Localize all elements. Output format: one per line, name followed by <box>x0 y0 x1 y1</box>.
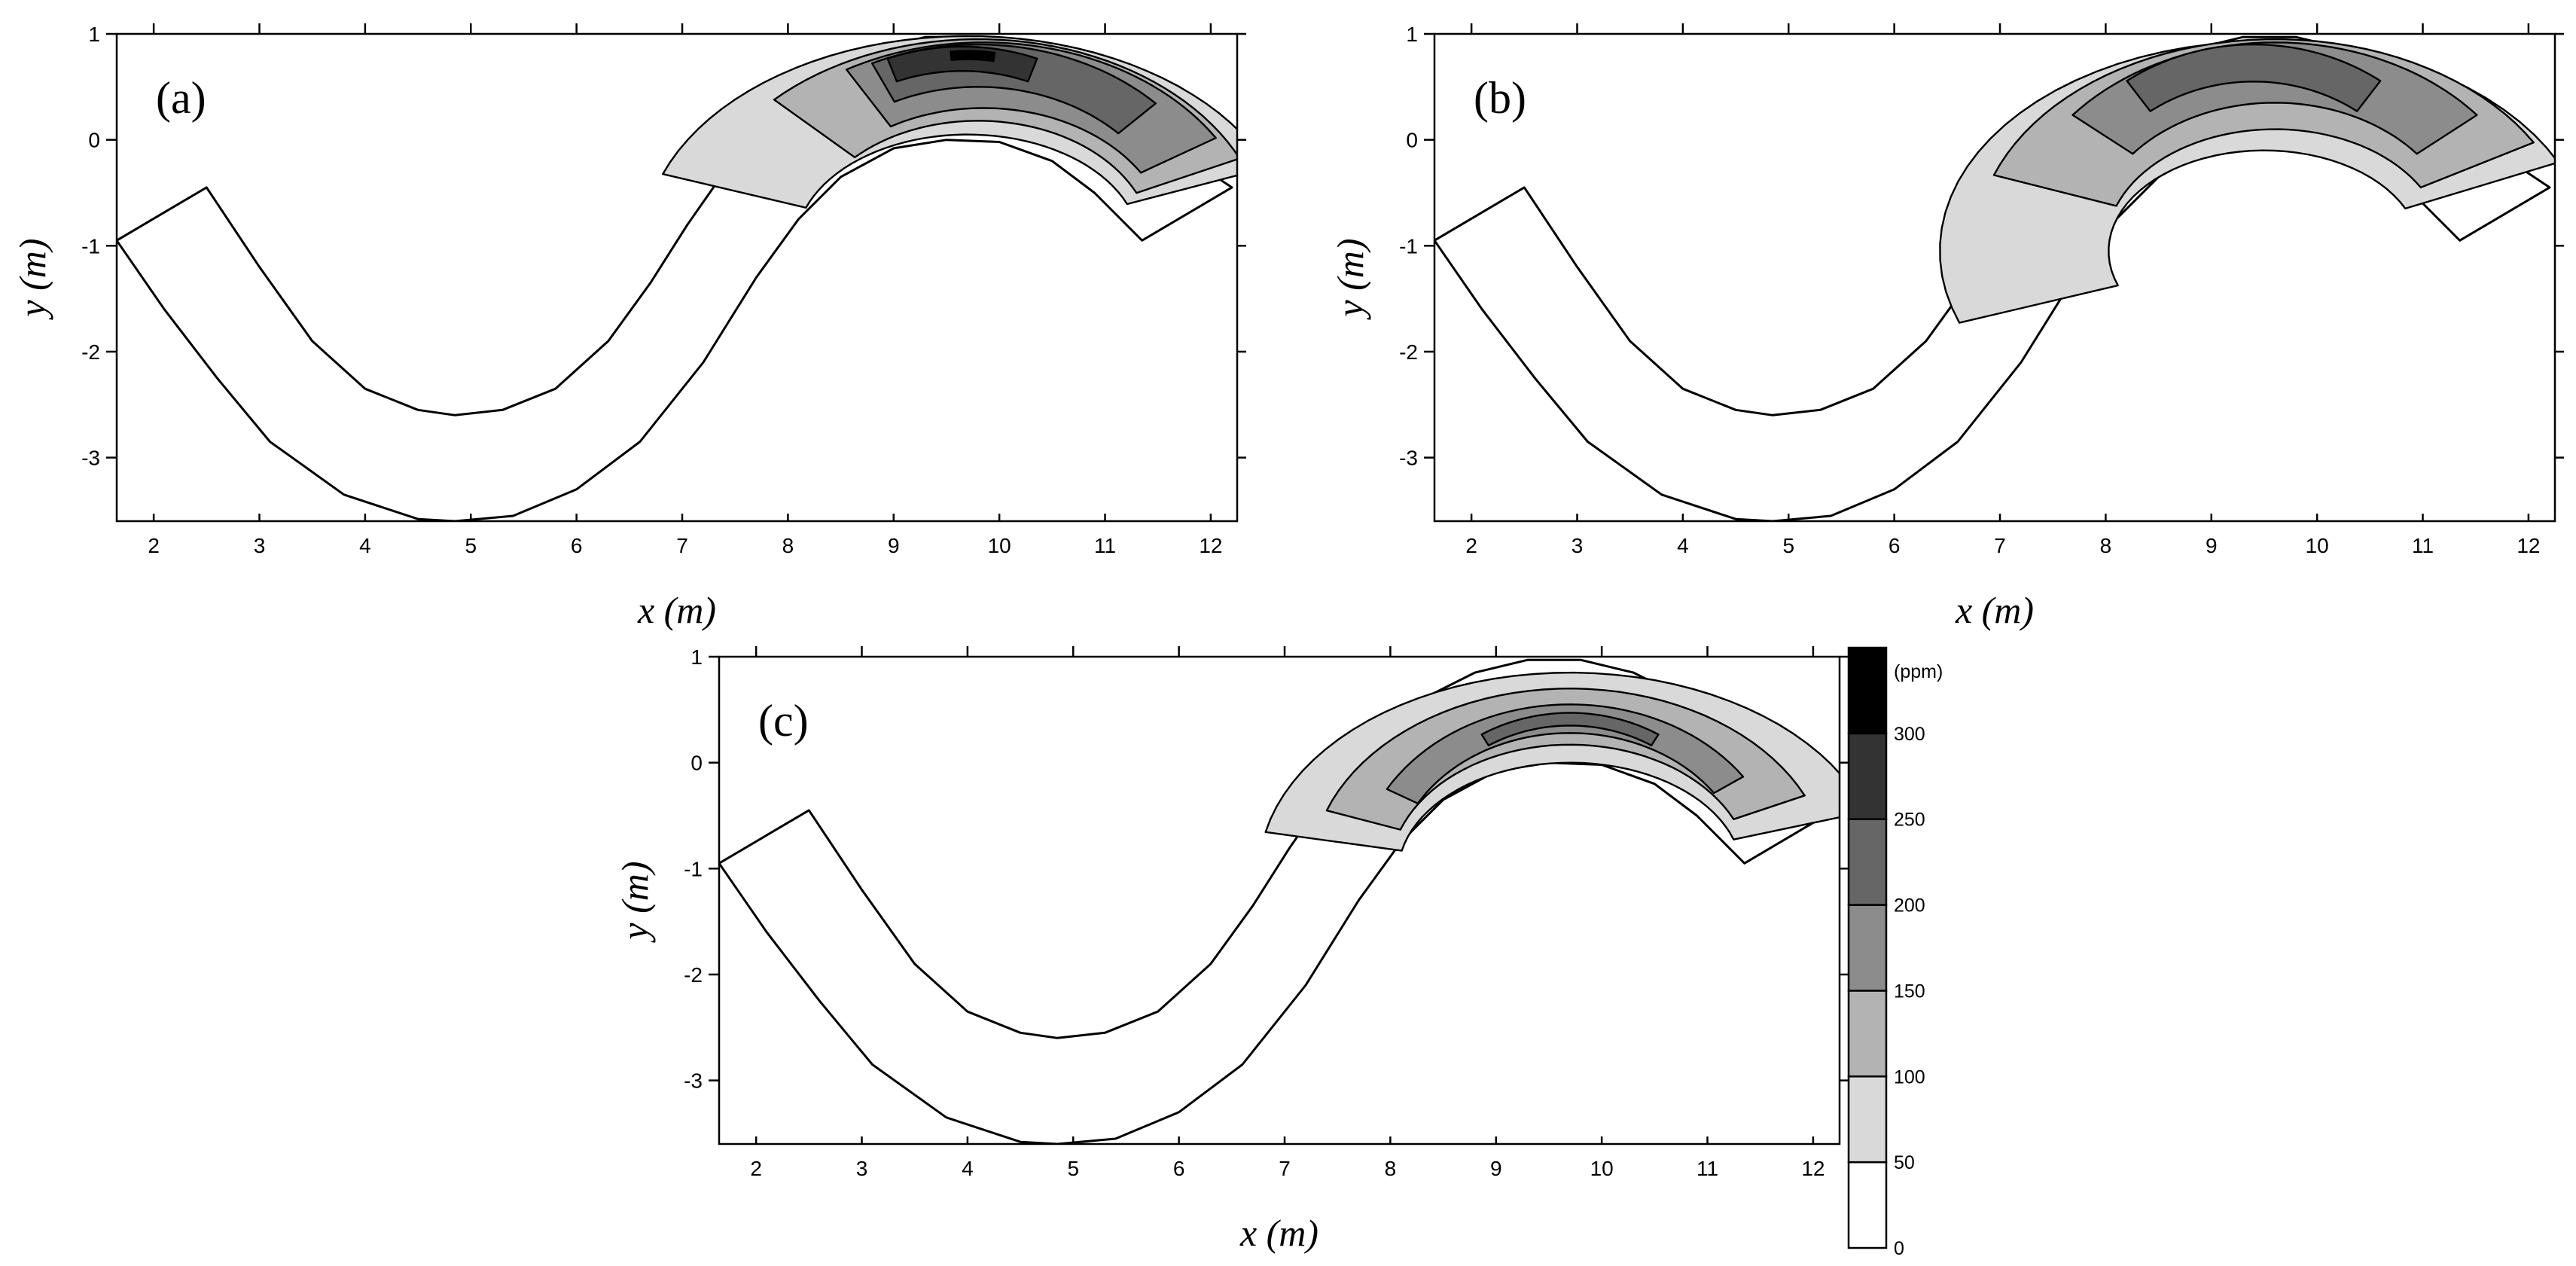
y-tick-label: -1 <box>1399 234 1418 258</box>
panel-label-c: (c) <box>758 696 809 746</box>
colorbar-cell <box>1847 732 1888 820</box>
colorbar-tick-label: 150 <box>1894 981 1925 1002</box>
contour-fills-b <box>1939 38 2555 324</box>
colorbar-cell <box>1847 818 1888 906</box>
colorbar-cell <box>1847 1075 1888 1164</box>
x-tick-label: 4 <box>1677 534 1689 557</box>
colorbar-unit: (ppm) <box>1894 661 1943 682</box>
y-tick-label: -1 <box>81 234 100 258</box>
y-tick-label: 0 <box>88 129 100 152</box>
x-tick-label: 11 <box>1094 534 1116 557</box>
y-tick-label: 0 <box>1406 129 1418 152</box>
x-tick-label: 10 <box>988 534 1011 557</box>
y-tick-label: -3 <box>81 447 100 470</box>
channel-outline <box>117 35 1233 521</box>
colorbar-tick-label: 250 <box>1894 810 1925 831</box>
contour-level-6 <box>950 50 996 63</box>
x-tick-label: 9 <box>888 534 900 557</box>
x-tick-label: 8 <box>1385 1157 1397 1180</box>
y-tick-label: -2 <box>81 340 100 364</box>
x-tick-label: 8 <box>782 534 794 557</box>
y-axis-title-a: y (m) <box>11 238 53 320</box>
panel-label-a: (a) <box>156 73 206 123</box>
x-tick-label: 12 <box>2517 534 2540 557</box>
contour-fills-a <box>662 35 1237 209</box>
x-tick-label: 11 <box>2412 534 2434 557</box>
x-tick-label: 3 <box>254 534 266 557</box>
panel-label-b: (b) <box>1474 73 1526 123</box>
x-tick-label: 2 <box>148 534 160 557</box>
y-tick-label: 1 <box>88 23 100 46</box>
x-tick-label: 2 <box>1465 534 1477 557</box>
colorbar-tick-label: 100 <box>1894 1066 1925 1088</box>
x-tick-label: 4 <box>359 534 371 557</box>
y-tick-label: 1 <box>690 645 703 669</box>
x-tick-label: 4 <box>962 1157 974 1180</box>
x-tick-label: 2 <box>750 1157 762 1180</box>
colorbar-cell <box>1847 1161 1888 1249</box>
x-tick-label: 6 <box>1889 534 1901 557</box>
colorbar-labels: 0 50 100 150 200 250 300 <box>1894 724 1925 1259</box>
x-tick-label: 6 <box>571 534 583 557</box>
x-tick-label: 5 <box>1782 534 1794 557</box>
y-axis-title-b: y (m) <box>1329 238 1371 320</box>
y-axis-title-c: y (m) <box>614 861 656 943</box>
channel-a <box>117 35 1233 521</box>
colorbar-tick-label: 300 <box>1894 724 1925 745</box>
y-tick-label: -3 <box>684 1069 703 1093</box>
x-tick-label: 7 <box>1994 534 2006 557</box>
colorbar-cell <box>1847 990 1888 1078</box>
x-tick-label: 5 <box>465 534 477 557</box>
x-axis-title-c: x (m) <box>1239 1212 1318 1254</box>
y-tick-label: 0 <box>690 752 703 775</box>
x-tick-label: 8 <box>2100 534 2112 557</box>
colorbar-tick-label: 50 <box>1894 1152 1915 1173</box>
colorbar: (ppm) 0 50 100 150 200 250 300 <box>1847 646 1943 1259</box>
x-tick-label: 10 <box>2306 534 2329 557</box>
x-tick-label: 3 <box>856 1157 868 1180</box>
contour-level-4 <box>1480 712 1660 746</box>
colorbar-cells <box>1847 646 1888 1249</box>
colorbar-tick-label: 0 <box>1894 1238 1904 1259</box>
colorbar-tick-label: 200 <box>1894 895 1925 917</box>
x-tick-label: 5 <box>1067 1157 1079 1180</box>
x-tick-label: 3 <box>1572 534 1584 557</box>
contour-level-2 <box>1325 688 1806 831</box>
contour-level-5 <box>886 45 1038 83</box>
contour-fills-c <box>1264 671 1840 852</box>
plot-frame-b <box>1433 32 2556 523</box>
x-tick-label: 12 <box>1199 534 1222 557</box>
contour-level-4 <box>2126 43 2382 112</box>
y-tick-label: 1 <box>1406 23 1418 46</box>
colorbar-cell <box>1847 646 1888 735</box>
x-tick-label: 6 <box>1173 1157 1185 1180</box>
y-tick-label: -2 <box>684 963 703 987</box>
x-tick-label: 11 <box>1697 1157 1718 1180</box>
x-tick-label: 9 <box>2206 534 2218 557</box>
x-tick-label: 9 <box>1490 1157 1502 1180</box>
x-tick-label: 7 <box>1279 1157 1291 1180</box>
contour-level-3 <box>1386 703 1745 805</box>
y-tick-label: -1 <box>684 857 703 880</box>
x-tick-label: 7 <box>676 534 688 557</box>
x-tick-label: 12 <box>1801 1157 1825 1180</box>
colorbar-cell <box>1847 904 1888 992</box>
plot-frame-c <box>718 655 1841 1146</box>
x-axis-title-a: x (m) <box>637 589 716 631</box>
y-tick-label: -3 <box>1399 447 1418 470</box>
plot-frame-a <box>115 32 1239 523</box>
x-tick-label: 10 <box>1590 1157 1614 1180</box>
y-tick-label: -2 <box>1399 340 1418 364</box>
x-axis-title-b: x (m) <box>1955 589 2034 631</box>
